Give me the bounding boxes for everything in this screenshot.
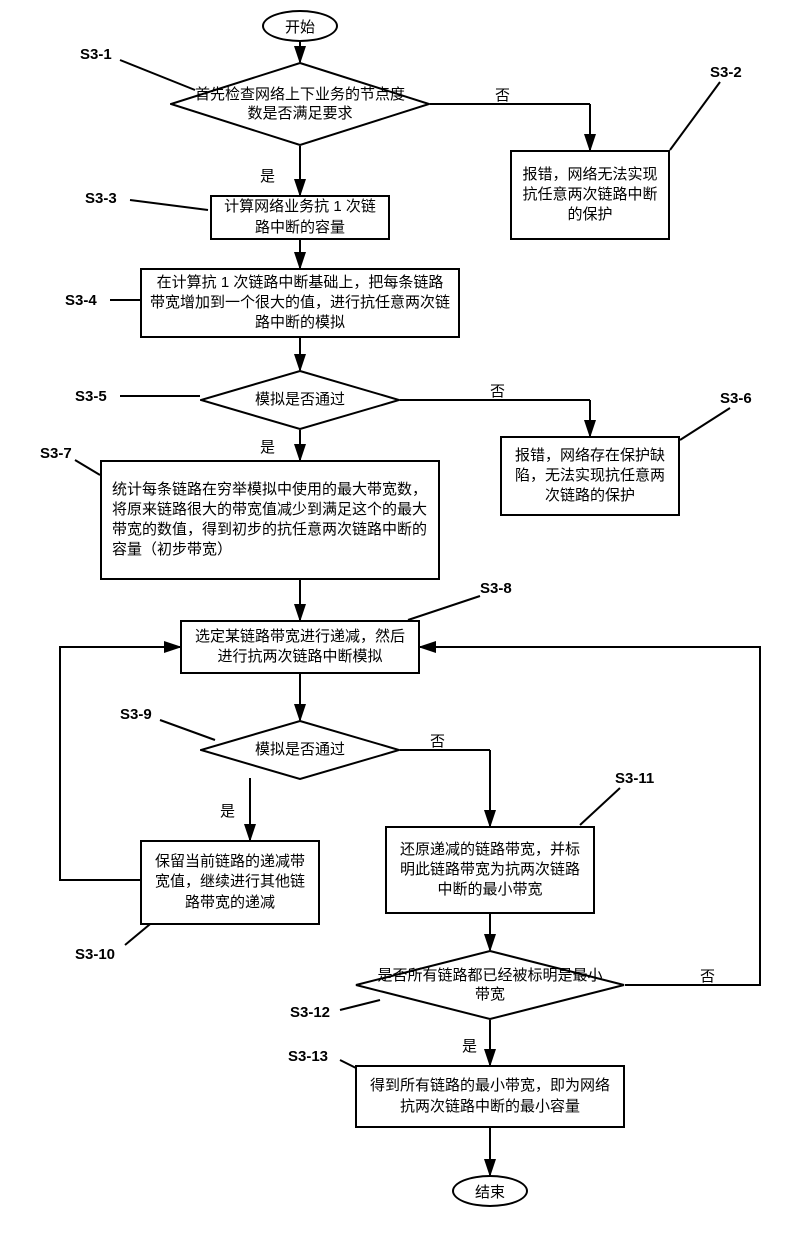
label-s3-9: S3-9 bbox=[120, 706, 152, 723]
yn-d12-yes: 是 bbox=[462, 1035, 477, 1056]
process-s3-4: 在计算抗 1 次链路中断基础上，把每条链路带宽增加到一个很大的值，进行抗任意两次… bbox=[140, 268, 460, 338]
label-s3-3: S3-3 bbox=[85, 190, 117, 207]
decision-s3-1: 首先检查网络上下业务的节点度数是否满足要求 bbox=[170, 62, 430, 146]
process-s3-2: 报错，网络无法实现抗任意两次链路中断的保护 bbox=[510, 150, 670, 240]
end-node: 结束 bbox=[452, 1175, 528, 1207]
d5-text: 模拟是否通过 bbox=[255, 390, 345, 410]
p2-text: 报错，网络无法实现抗任意两次链路中断的保护 bbox=[520, 165, 660, 226]
process-s3-11: 还原递减的链路带宽，并标明此链路带宽为抗两次链路中断的最小带宽 bbox=[385, 826, 595, 914]
process-s3-7: 统计每条链路在穷举模拟中使用的最大带宽数，将原来链路很大的带宽值减少到满足这个的… bbox=[100, 460, 440, 580]
yn-d9-no: 否 bbox=[430, 730, 445, 751]
d12-text: 是否所有链路都已经被标明是最小带宽 bbox=[373, 966, 607, 1005]
p3-text: 计算网络业务抗 1 次链路中断的容量 bbox=[220, 197, 380, 238]
label-s3-11: S3-11 bbox=[615, 770, 654, 787]
yn-d1-no: 否 bbox=[495, 84, 510, 105]
label-s3-6: S3-6 bbox=[720, 390, 752, 407]
process-s3-3: 计算网络业务抗 1 次链路中断的容量 bbox=[210, 195, 390, 240]
p10-text: 保留当前链路的递减带宽值，继续进行其他链路带宽的递减 bbox=[150, 852, 310, 913]
p11-text: 还原递减的链路带宽，并标明此链路带宽为抗两次链路中断的最小带宽 bbox=[395, 840, 585, 901]
yn-d5-yes: 是 bbox=[260, 436, 275, 457]
end-text: 结束 bbox=[475, 1181, 505, 1202]
yn-d1-yes: 是 bbox=[260, 165, 275, 186]
yn-d9-yes: 是 bbox=[220, 800, 235, 821]
start-node: 开始 bbox=[262, 10, 338, 42]
yn-d12-no: 否 bbox=[700, 965, 715, 986]
process-s3-6: 报错，网络存在保护缺陷，无法实现抗任意两次链路的保护 bbox=[500, 436, 680, 516]
d1-text: 首先检查网络上下业务的节点度数是否满足要求 bbox=[188, 85, 412, 124]
label-s3-7: S3-7 bbox=[40, 445, 72, 462]
label-s3-1: S3-1 bbox=[80, 46, 112, 63]
label-s3-2: S3-2 bbox=[710, 64, 742, 81]
decision-s3-5: 模拟是否通过 bbox=[200, 370, 400, 430]
label-s3-13: S3-13 bbox=[288, 1048, 328, 1065]
process-s3-8: 选定某链路带宽进行递减，然后进行抗两次链路中断模拟 bbox=[180, 620, 420, 674]
decision-s3-9: 模拟是否通过 bbox=[200, 720, 400, 780]
p7-text: 统计每条链路在穷举模拟中使用的最大带宽数，将原来链路很大的带宽值减少到满足这个的… bbox=[112, 480, 428, 561]
process-s3-10: 保留当前链路的递减带宽值，继续进行其他链路带宽的递减 bbox=[140, 840, 320, 925]
p8-text: 选定某链路带宽进行递减，然后进行抗两次链路中断模拟 bbox=[190, 627, 410, 668]
decision-s3-12: 是否所有链路都已经被标明是最小带宽 bbox=[355, 950, 625, 1020]
p13-text: 得到所有链路的最小带宽，即为网络抗两次链路中断的最小容量 bbox=[365, 1076, 615, 1117]
start-text: 开始 bbox=[285, 16, 315, 37]
d9-text: 模拟是否通过 bbox=[255, 740, 345, 760]
label-s3-4: S3-4 bbox=[65, 292, 97, 309]
label-s3-8: S3-8 bbox=[480, 580, 512, 597]
label-s3-10: S3-10 bbox=[75, 946, 115, 963]
p6-text: 报错，网络存在保护缺陷，无法实现抗任意两次链路的保护 bbox=[510, 446, 670, 507]
yn-d5-no: 否 bbox=[490, 380, 505, 401]
label-s3-5: S3-5 bbox=[75, 388, 107, 405]
process-s3-13: 得到所有链路的最小带宽，即为网络抗两次链路中断的最小容量 bbox=[355, 1065, 625, 1128]
label-s3-12: S3-12 bbox=[290, 1004, 330, 1021]
p4-text: 在计算抗 1 次链路中断基础上，把每条链路带宽增加到一个很大的值，进行抗任意两次… bbox=[150, 273, 450, 334]
